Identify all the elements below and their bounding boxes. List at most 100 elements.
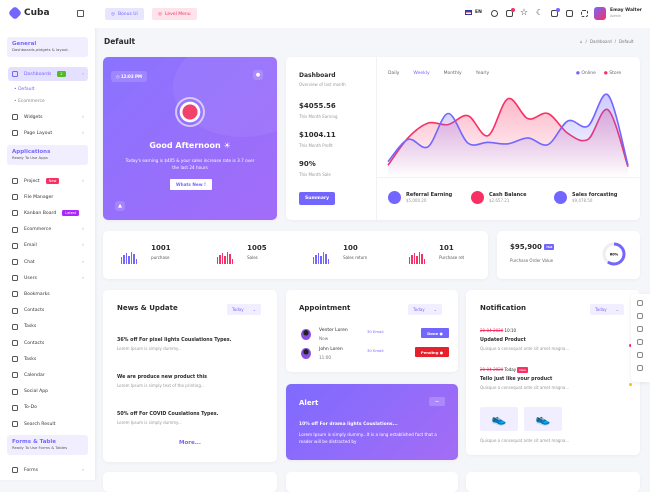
news-item[interactable]: 36% off For pixel lights Couslations Typ… [117, 338, 232, 351]
moon-icon[interactable]: ☾ [536, 8, 544, 17]
menu-icon [12, 340, 18, 346]
sidebar-item[interactable]: Email › [8, 239, 88, 253]
undo-icon[interactable] [637, 300, 643, 306]
tab-weekly[interactable]: Weekly [413, 71, 430, 76]
sidebar-subitem[interactable]: • Ecommerce [14, 99, 45, 104]
chevron-icon: › [82, 114, 84, 120]
sidebar-subitem[interactable]: • Default [14, 87, 35, 92]
sidebar-item[interactable]: Project New › [8, 174, 88, 188]
sidebar-item[interactable]: Bookmarks [8, 287, 88, 301]
purchase-order-label: Purchase Order Value [510, 258, 554, 263]
summary-button[interactable]: Summary [299, 192, 336, 205]
sidebar-item[interactable]: Page Layout › [8, 126, 88, 140]
sidebar-item-label: File Manager [24, 194, 54, 200]
sidebar-item[interactable]: Forms › [8, 463, 88, 477]
chat-icon[interactable] [566, 10, 573, 17]
bottom-card [466, 472, 640, 492]
chevron-icon: › [82, 178, 84, 184]
menu-icon [12, 356, 18, 363]
breadcrumb-dashboard[interactable]: Dashboard [589, 39, 612, 44]
badge: Latest [62, 210, 80, 217]
cart-icon[interactable] [551, 8, 560, 17]
menu-icon [12, 307, 18, 314]
menu-icon [12, 178, 18, 184]
sidebar-item[interactable]: Calendar [8, 368, 88, 382]
appointment-title: Appointment [299, 304, 351, 312]
fullscreen-icon[interactable] [581, 10, 588, 17]
sidebar-item[interactable]: Kanban Board Latest [8, 206, 88, 220]
news-title: News & Update [117, 304, 178, 312]
level-menu-button[interactable]: ◎ Level Menu [152, 8, 197, 20]
notification-item[interactable]: 20-04-2020 10:10 Updated Product Quisque a… [480, 328, 632, 352]
summary-icon [471, 191, 484, 204]
sidebar-item[interactable]: Widgets › [8, 110, 88, 124]
home-icon[interactable]: ⌂ [580, 39, 583, 44]
status-button[interactable]: Pending ● [415, 347, 449, 357]
chevron-icon: › [82, 227, 84, 233]
appointment-filter-dropdown[interactable]: Today ⌄ [408, 304, 442, 315]
sidebar-item-label: To-Do [24, 405, 37, 411]
status-dot [629, 344, 632, 347]
tab-daily[interactable]: Daily [388, 71, 400, 76]
news-item[interactable]: 50% off For COVID Couslations Types. Lore… [117, 412, 219, 425]
search-icon[interactable] [491, 10, 498, 17]
dashboard-stat: $1004.11 This Month Profit [299, 131, 336, 148]
sidebar-item[interactable]: Ecommerce › [8, 223, 88, 237]
chevron-icon: › [82, 130, 84, 136]
alert-headline: 10% off For drama lights Couslations... [299, 422, 398, 427]
briefcase-icon[interactable] [637, 326, 643, 332]
sidebar-item[interactable]: Dashboards 2 › [8, 67, 88, 81]
sidebar-item[interactable]: Users › [8, 271, 88, 285]
appointment-item: John Loren 11:00 30 Email Pending ● [299, 347, 449, 361]
sidebar-item[interactable]: Chat › [8, 255, 88, 269]
summary-icon [388, 191, 401, 204]
tab-yearly[interactable]: Yearly [475, 71, 490, 76]
bell-icon[interactable] [506, 8, 515, 17]
news-item[interactable]: We are produce new product this Lorem Ips… [117, 375, 208, 388]
grid-toggle-icon[interactable] [77, 10, 84, 17]
settings-icon[interactable]: ● [253, 70, 263, 80]
whats-new-button[interactable]: Whats New ! [170, 179, 212, 190]
sidebar-item-label: Dashboards [24, 71, 52, 77]
menu-icon [12, 210, 18, 217]
more-link[interactable]: More... [179, 440, 201, 446]
dashboard-card: Dashboard Overview of last month $4055.5… [286, 57, 640, 220]
sidebar-item[interactable]: Contacts [8, 336, 88, 350]
sidebar-item[interactable]: File Manager [8, 190, 88, 204]
settings-icon[interactable] [637, 339, 643, 345]
notification-filter-dropdown[interactable]: Today ⌄ [590, 304, 624, 315]
avatar[interactable] [594, 7, 606, 20]
sidebar-item[interactable]: Contacts [8, 304, 88, 318]
stat-item: 101 Purchase ret [409, 244, 464, 264]
menu-icon [12, 194, 18, 201]
summary-item: Cash Balance $2,657.21 [471, 191, 527, 204]
google-icon[interactable] [637, 313, 643, 319]
legend-store: ● Store [603, 71, 622, 76]
menu-icon [12, 404, 18, 411]
sidebar-item-label: Social App [24, 389, 49, 395]
sidebar-item[interactable]: Tasks [8, 352, 88, 366]
star-icon[interactable]: ☆ [520, 8, 529, 18]
status-button[interactable]: Done ● [421, 328, 449, 338]
notification-item[interactable]: 20-04-2020 Today New Tello just like your… [480, 367, 632, 391]
menu-icon [12, 467, 18, 473]
logo[interactable]: Cuba [7, 5, 50, 21]
language-selector[interactable]: EN [465, 10, 482, 15]
code-icon[interactable] [637, 352, 643, 358]
chevron-icon: › [82, 275, 84, 281]
sidebar-item[interactable]: Search Result [8, 417, 88, 431]
news-filter-dropdown[interactable]: Today ⌄ [227, 304, 261, 315]
collapse-button[interactable]: − [429, 397, 445, 406]
sidebar-item[interactable]: Tasks [8, 320, 88, 334]
bonus-ui-button[interactable]: ◎ Bonus Ui [105, 8, 144, 20]
series-area-online [388, 94, 628, 177]
support-icon[interactable] [637, 365, 643, 371]
menu-icon [12, 275, 18, 282]
bell-icon[interactable]: ▲ [115, 201, 125, 211]
notification-footer-text: Quisque a consequat ante sit amet magna.… [480, 438, 570, 443]
tab-monthly[interactable]: Monthly [443, 71, 462, 76]
sidebar-item[interactable]: Social App [8, 385, 88, 399]
sidebar-item[interactable]: To-Do [8, 401, 88, 415]
dashboard-stat: $4055.56 This Month Earning [299, 102, 338, 119]
user-name[interactable]: Emay Walter [610, 8, 642, 13]
